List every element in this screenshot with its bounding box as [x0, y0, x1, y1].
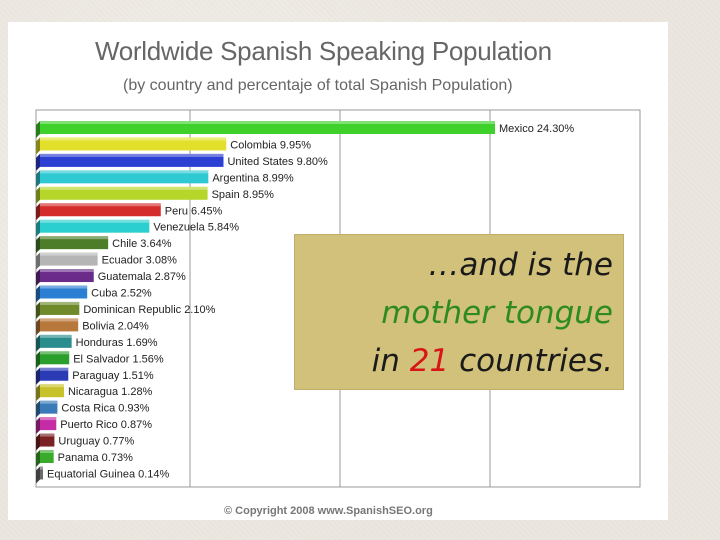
bar-side	[36, 269, 40, 287]
data-label: Paraguay 1.51%	[72, 370, 154, 382]
data-label: Puerto Rico 0.87%	[60, 419, 152, 431]
data-label: Mexico 24.30%	[499, 123, 574, 135]
data-label: Cuba 2.52%	[91, 288, 152, 300]
bar-side	[36, 334, 40, 352]
bar-side	[36, 400, 40, 418]
bar	[40, 367, 69, 381]
bar	[40, 400, 58, 414]
bar-side	[36, 219, 40, 237]
data-label: Uruguay 0.77%	[58, 436, 134, 448]
bar	[40, 203, 161, 217]
bar-side	[36, 466, 40, 484]
bar	[40, 433, 55, 447]
bar-highlight	[40, 301, 80, 305]
bar-highlight	[40, 236, 109, 240]
bar-side	[36, 137, 40, 155]
bar-highlight	[40, 450, 54, 453]
data-label: Nicaragua 1.28%	[68, 386, 153, 398]
data-label: Spain 8.95%	[212, 189, 275, 201]
bar-highlight	[40, 417, 57, 421]
bar-side	[36, 285, 40, 303]
bar-side	[36, 170, 40, 188]
bar-side	[36, 450, 40, 467]
bar	[40, 186, 208, 200]
bar-highlight	[40, 186, 208, 190]
bar	[40, 301, 80, 315]
bar	[40, 334, 72, 348]
bar-highlight	[40, 269, 94, 273]
bar	[40, 137, 227, 151]
bar-side	[36, 351, 40, 369]
data-label: Argentina 8.99%	[212, 172, 294, 184]
callout-line-1: …and is the	[428, 247, 613, 283]
data-label: Honduras 1.69%	[76, 337, 158, 349]
data-label: Venezuela 5.84%	[153, 222, 239, 234]
data-label: Bolivia 2.04%	[82, 320, 149, 332]
data-label: El Salvador 1.56%	[73, 353, 164, 365]
bar-highlight	[40, 203, 161, 207]
bar	[40, 170, 209, 184]
bar-highlight	[40, 334, 72, 338]
bar-highlight	[40, 285, 88, 289]
callout-line-2: mother tongue	[381, 295, 613, 331]
bar	[40, 153, 224, 167]
chart-subtitle: (by country and percentaje of total Span…	[123, 77, 513, 94]
bar-highlight	[40, 252, 98, 256]
data-label: Equatorial Guinea 0.14%	[47, 468, 170, 480]
bar-highlight	[40, 433, 55, 437]
bar-highlight	[40, 153, 224, 157]
bar	[40, 351, 70, 365]
bar	[40, 417, 57, 431]
bar-side	[36, 236, 40, 254]
callout-box: …and is the mother tongue in 21 countrie…	[294, 234, 624, 390]
bar-side	[36, 252, 40, 270]
bar	[40, 450, 54, 463]
bar	[40, 219, 150, 233]
bar-side	[36, 301, 40, 319]
bar-highlight	[40, 351, 70, 355]
bar-side	[36, 186, 40, 204]
bar-highlight	[40, 466, 43, 470]
data-label: Colombia 9.95%	[230, 139, 311, 151]
bar-highlight	[40, 121, 495, 124]
chart-title: Worldwide Spanish Speaking Population	[95, 36, 552, 66]
data-label: Dominican Republic 2.10%	[83, 304, 215, 316]
bar	[40, 318, 79, 332]
bar-side	[36, 384, 40, 402]
bar	[40, 236, 109, 250]
bar-side	[36, 121, 40, 138]
callout-line-3: in 21 countries.	[295, 337, 613, 385]
bar	[40, 269, 94, 283]
bar	[40, 285, 88, 299]
bar-highlight	[40, 384, 64, 388]
data-label: Ecuador 3.08%	[102, 255, 177, 267]
callout-number: 21	[409, 343, 450, 379]
data-label: Guatemala 2.87%	[98, 271, 186, 283]
copyright-text: © Copyright 2008 www.SpanishSEO.org	[224, 505, 433, 517]
callout-line-3-post: countries.	[449, 343, 613, 379]
bar	[40, 121, 495, 134]
bar-side	[36, 417, 40, 435]
callout-line-3-pre: in	[371, 343, 410, 379]
bar-highlight	[40, 318, 79, 322]
bar-highlight	[40, 170, 209, 174]
bar-side	[36, 433, 40, 451]
bar	[40, 384, 64, 398]
bar-side	[36, 367, 40, 385]
bar-highlight	[40, 400, 58, 404]
bar	[40, 466, 43, 480]
bar-highlight	[40, 137, 227, 141]
bar-highlight	[40, 219, 150, 223]
bar-highlight	[40, 367, 69, 371]
bar-side	[36, 203, 40, 221]
data-label: United States 9.80%	[227, 156, 328, 168]
bar-side	[36, 153, 40, 171]
bar	[40, 252, 98, 266]
data-label: Peru 6.45%	[165, 205, 223, 217]
data-label: Panama 0.73%	[58, 452, 133, 464]
data-label: Chile 3.64%	[112, 238, 172, 250]
bar-side	[36, 318, 40, 336]
data-label: Costa Rica 0.93%	[61, 403, 149, 415]
